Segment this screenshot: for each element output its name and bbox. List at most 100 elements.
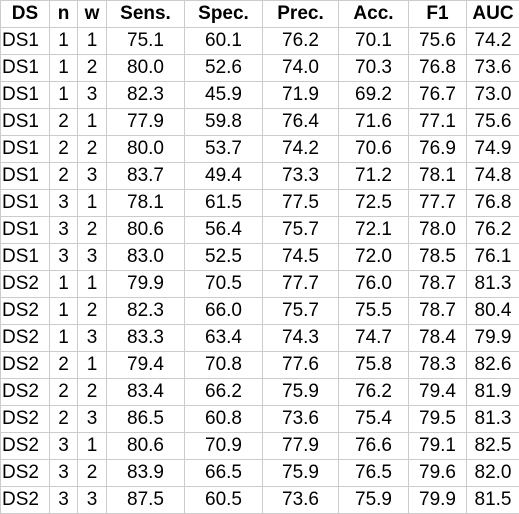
- cell-prec: 75.9: [263, 460, 339, 487]
- cell-sens: 83.9: [107, 460, 185, 487]
- cell-ds: DS2: [1, 352, 50, 379]
- cell-ds: DS1: [1, 28, 50, 55]
- cell-n: 1: [50, 325, 78, 352]
- cell-f1: 78.0: [409, 217, 467, 244]
- cell-auc: 81.5: [467, 487, 519, 514]
- cell-ds: DS1: [1, 55, 50, 82]
- cell-spec: 61.5: [185, 190, 263, 217]
- cell-w: 1: [78, 271, 107, 298]
- cell-auc: 74.2: [467, 28, 519, 55]
- cell-auc: 76.8: [467, 190, 519, 217]
- cell-acc: 70.6: [339, 136, 409, 163]
- cell-acc: 70.1: [339, 28, 409, 55]
- header-acc: Acc.: [339, 1, 409, 28]
- cell-spec: 60.5: [185, 487, 263, 514]
- cell-spec: 49.4: [185, 163, 263, 190]
- cell-spec: 53.7: [185, 136, 263, 163]
- cell-acc: 75.5: [339, 298, 409, 325]
- cell-acc: 74.7: [339, 325, 409, 352]
- cell-f1: 79.4: [409, 379, 467, 406]
- cell-n: 1: [50, 82, 78, 109]
- cell-sens: 75.1: [107, 28, 185, 55]
- header-f1: F1: [409, 1, 467, 28]
- cell-w: 1: [78, 190, 107, 217]
- cell-n: 2: [50, 163, 78, 190]
- cell-sens: 80.0: [107, 136, 185, 163]
- cell-w: 3: [78, 406, 107, 433]
- cell-auc: 74.9: [467, 136, 519, 163]
- cell-acc: 71.2: [339, 163, 409, 190]
- cell-prec: 74.0: [263, 55, 339, 82]
- cell-n: 1: [50, 298, 78, 325]
- cell-sens: 86.5: [107, 406, 185, 433]
- cell-spec: 52.6: [185, 55, 263, 82]
- cell-acc: 75.8: [339, 352, 409, 379]
- cell-spec: 70.5: [185, 271, 263, 298]
- cell-sens: 79.4: [107, 352, 185, 379]
- cell-prec: 75.7: [263, 217, 339, 244]
- cell-acc: 71.6: [339, 109, 409, 136]
- cell-prec: 76.4: [263, 109, 339, 136]
- cell-auc: 79.9: [467, 325, 519, 352]
- cell-prec: 75.9: [263, 379, 339, 406]
- cell-f1: 76.8: [409, 55, 467, 82]
- cell-acc: 72.5: [339, 190, 409, 217]
- cell-n: 1: [50, 55, 78, 82]
- cell-n: 1: [50, 28, 78, 55]
- cell-n: 2: [50, 136, 78, 163]
- cell-spec: 70.9: [185, 433, 263, 460]
- header-auc: AUC: [467, 1, 519, 28]
- cell-auc: 81.9: [467, 379, 519, 406]
- cell-prec: 74.2: [263, 136, 339, 163]
- cell-sens: 83.0: [107, 244, 185, 271]
- header-ds: DS: [1, 1, 50, 28]
- cell-spec: 66.0: [185, 298, 263, 325]
- cell-ds: DS1: [1, 244, 50, 271]
- cell-spec: 52.5: [185, 244, 263, 271]
- cell-ds: DS2: [1, 325, 50, 352]
- cell-f1: 75.6: [409, 28, 467, 55]
- cell-n: 3: [50, 190, 78, 217]
- header-n: n: [50, 1, 78, 28]
- cell-w: 2: [78, 55, 107, 82]
- cell-acc: 75.9: [339, 487, 409, 514]
- cell-f1: 77.1: [409, 109, 467, 136]
- cell-spec: 59.8: [185, 109, 263, 136]
- cell-n: 2: [50, 379, 78, 406]
- cell-spec: 45.9: [185, 82, 263, 109]
- cell-w: 1: [78, 28, 107, 55]
- cell-w: 3: [78, 325, 107, 352]
- cell-f1: 79.5: [409, 406, 467, 433]
- header-sens: Sens.: [107, 1, 185, 28]
- cell-auc: 82.6: [467, 352, 519, 379]
- cell-ds: DS2: [1, 271, 50, 298]
- cell-f1: 79.1: [409, 433, 467, 460]
- cell-f1: 78.7: [409, 298, 467, 325]
- cell-prec: 77.7: [263, 271, 339, 298]
- cell-auc: 74.8: [467, 163, 519, 190]
- cell-ds: DS1: [1, 163, 50, 190]
- cell-prec: 73.6: [263, 487, 339, 514]
- cell-f1: 76.7: [409, 82, 467, 109]
- cell-w: 3: [78, 163, 107, 190]
- cell-n: 1: [50, 271, 78, 298]
- cell-f1: 77.7: [409, 190, 467, 217]
- cell-spec: 66.5: [185, 460, 263, 487]
- header-spec: Spec.: [185, 1, 263, 28]
- cell-ds: DS2: [1, 487, 50, 514]
- cell-sens: 87.5: [107, 487, 185, 514]
- cell-w: 2: [78, 217, 107, 244]
- cell-ds: DS2: [1, 433, 50, 460]
- cell-prec: 71.9: [263, 82, 339, 109]
- cell-sens: 79.9: [107, 271, 185, 298]
